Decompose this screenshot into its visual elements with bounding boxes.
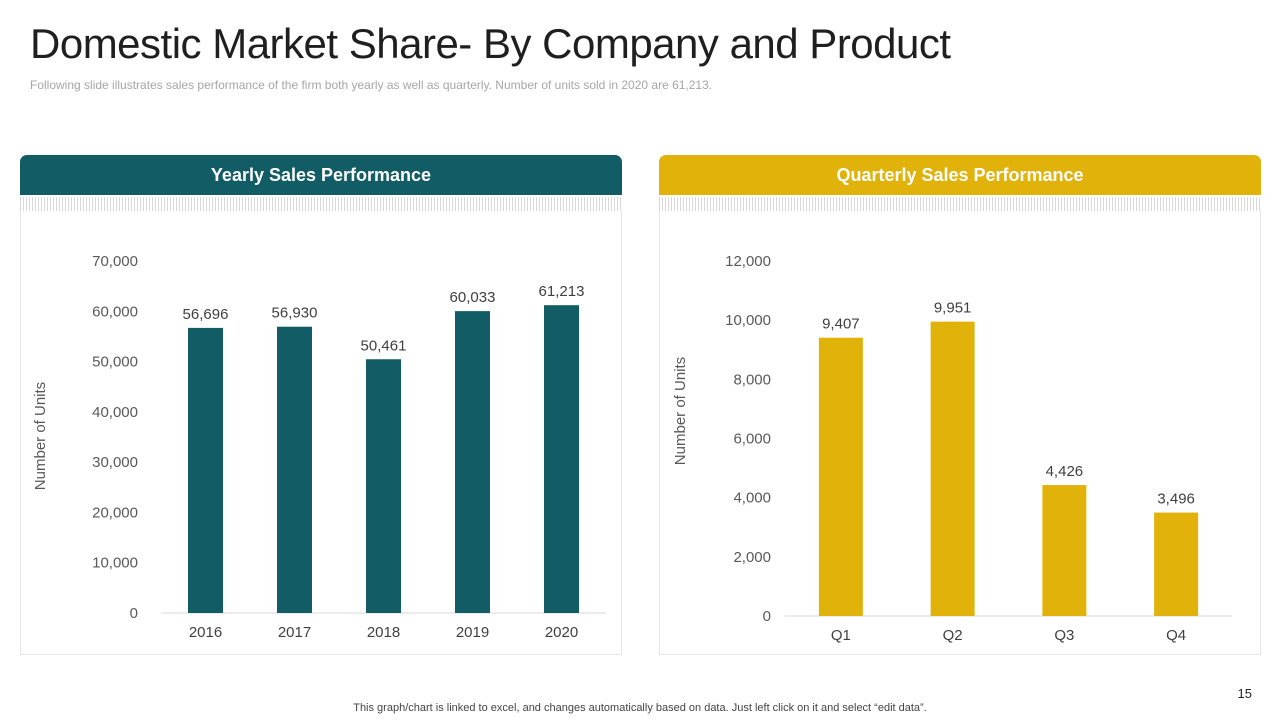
- x-tick-label: 2017: [278, 624, 311, 641]
- yearly-bar-chart[interactable]: 0 10,000 20,000 30,000 40,000 50,000 60,000 70,…: [21, 211, 623, 655]
- slide-title: Domestic Market Share- By Company and Pr…: [30, 20, 951, 67]
- y-tick-label: 40,000: [92, 404, 138, 421]
- y-tick-label: 0: [763, 608, 771, 625]
- yearly-chart-area[interactable]: 0 10,000 20,000 30,000 40,000 50,000 60,000 70,…: [20, 211, 622, 655]
- data-label: 61,213: [539, 283, 585, 300]
- bar: [818, 337, 863, 616]
- y-tick-label: 2,000: [733, 549, 771, 566]
- quarterly-panel-header: Quarterly Sales Performance: [659, 155, 1261, 195]
- y-tick-label: 10,000: [725, 312, 771, 329]
- yearly-panel: Yearly Sales Performance 0 10,000 20,000 30…: [20, 155, 622, 655]
- x-tick-label: 2020: [545, 624, 578, 641]
- x-tick-label: Q1: [831, 627, 851, 644]
- bar: [1154, 512, 1199, 616]
- bar: [1042, 485, 1087, 616]
- x-tick-label: Q2: [943, 627, 963, 644]
- y-tick-label: 30,000: [92, 454, 138, 471]
- data-label: 3,496: [1157, 491, 1195, 508]
- data-label: 4,426: [1046, 463, 1084, 480]
- x-tick-label: 2019: [456, 624, 489, 641]
- data-label: 9,407: [822, 316, 860, 333]
- bar: [455, 311, 490, 613]
- data-label: 9,951: [934, 300, 972, 317]
- y-tick-label: 12,000: [725, 253, 771, 270]
- y-tick-label: 60,000: [92, 303, 138, 320]
- quarterly-panel: Quarterly Sales Performance 0 2,000 4,000 6…: [659, 155, 1261, 655]
- y-tick-label: 6,000: [733, 431, 771, 448]
- data-label: 56,930: [272, 305, 318, 322]
- y-tick-label: 8,000: [733, 371, 771, 388]
- bar: [277, 326, 312, 613]
- x-tick-label: Q4: [1166, 627, 1186, 644]
- bar: [930, 321, 975, 616]
- data-label: 50,461: [361, 337, 407, 354]
- quarterly-chart-area[interactable]: 0 2,000 4,000 6,000 8,000 10,000 12,000 Number …: [659, 211, 1261, 655]
- y-axis-label: Number of Units: [32, 382, 49, 490]
- data-label: 60,033: [450, 289, 496, 306]
- x-tick-label: 2018: [367, 624, 400, 641]
- bar: [544, 305, 579, 613]
- bar: [188, 327, 223, 613]
- y-tick-label: 10,000: [92, 555, 138, 572]
- y-tick-label: 50,000: [92, 354, 138, 371]
- bar: [366, 359, 401, 613]
- quarterly-bar-chart[interactable]: 0 2,000 4,000 6,000 8,000 10,000 12,000 Number …: [660, 211, 1262, 655]
- x-tick-label: Q3: [1054, 627, 1074, 644]
- page-number: 15: [1237, 686, 1252, 701]
- y-tick-label: 4,000: [733, 490, 771, 507]
- footer-note: This graph/chart is linked to excel, and…: [353, 702, 927, 714]
- y-tick-label: 20,000: [92, 504, 138, 521]
- yearly-panel-header: Yearly Sales Performance: [20, 155, 622, 195]
- y-tick-label: 70,000: [92, 253, 138, 270]
- y-axis-label: Number of Units: [672, 357, 689, 465]
- data-label: 56,696: [183, 306, 229, 323]
- yearly-panel-hatch-strip: [20, 197, 622, 211]
- quarterly-panel-hatch-strip: [659, 197, 1261, 211]
- y-tick-label: 0: [130, 605, 138, 622]
- slide-subtitle: Following slide illustrates sales perfor…: [30, 78, 713, 92]
- x-tick-label: 2016: [189, 624, 222, 641]
